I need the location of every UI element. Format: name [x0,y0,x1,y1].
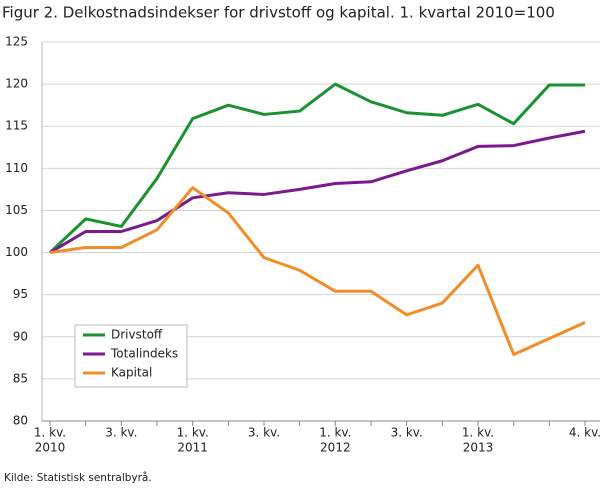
x-year-label: 2012 [320,441,351,455]
series-line [49,129,586,254]
y-tick-label: 120 [5,77,28,91]
x-tick-label: 1. kv. [462,426,494,440]
y-tick-label: 115 [5,119,28,133]
series-line [48,82,585,254]
y-tick-label: 105 [5,203,28,217]
x-year-label: 2011 [177,441,208,455]
source: Kilde: Statistisk sentralbyrå. [4,471,152,484]
x-tick-label: 3. kv. [391,426,423,440]
y-tick-label: 125 [5,35,28,49]
x-tick-label: 1. kv. [319,426,351,440]
y-tick-label: 95 [13,287,28,301]
y-tick-label: 80 [13,414,28,428]
x-year-label: 2013 [463,441,494,455]
x-tick-label: 3. kv. [248,426,280,440]
x-year-label: 2010 [35,441,66,455]
y-tick-label: 90 [13,329,28,343]
x-tick-label: 4. kv. [569,426,601,440]
y-tick-label: 110 [5,161,28,175]
y-tick-label: 85 [13,371,28,385]
x-tick-label: 3. kv. [105,426,137,440]
legend-label: Kapital [111,366,152,380]
x-tick-label: 1. kv. [177,426,209,440]
legend-label: Drivstoff [111,328,163,342]
chart-title: Figur 2. Delkostnadsindekser for drivsto… [2,4,555,22]
y-tick-label: 100 [5,245,28,259]
series-line [49,186,586,356]
x-tick-label: 1. kv. [34,426,66,440]
legend-label: Totalindeks [110,347,178,361]
